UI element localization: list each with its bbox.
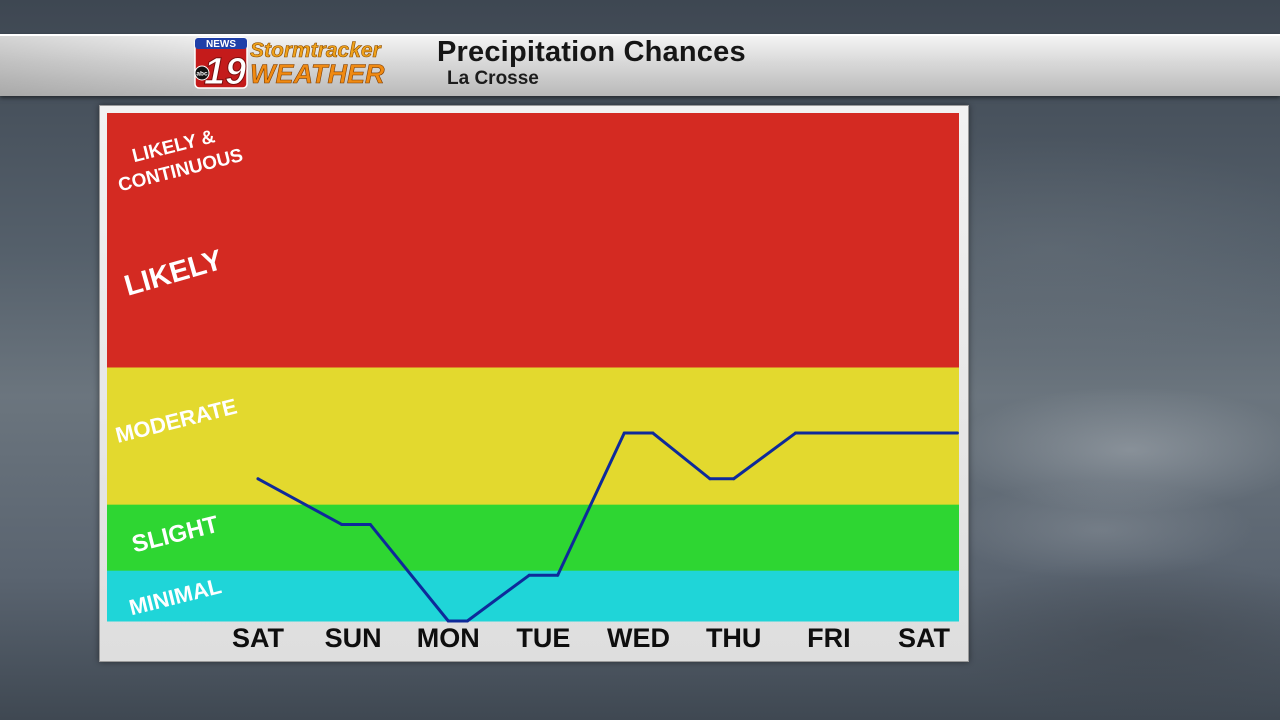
data-point: [446, 619, 450, 623]
band-moderate: [107, 367, 959, 505]
logo-channel: 19: [204, 51, 246, 90]
series-line-0: [256, 431, 959, 623]
data-point: [368, 522, 372, 526]
x-tick-label-sun: SUN: [324, 623, 382, 653]
page-title: Precipitation Chances: [437, 36, 746, 68]
x-tick-label-tue: TUE: [516, 623, 571, 653]
data-point: [527, 573, 531, 577]
data-point: [340, 522, 344, 526]
station-logo: NEWS 19 abc Stormtracker WEATHER: [194, 37, 385, 90]
logo-news-strip: [195, 38, 247, 49]
data-point: [708, 477, 712, 481]
logo-news: NEWS: [206, 39, 236, 50]
x-tick-label-wed: WED: [607, 623, 671, 653]
x-tick-label-sat: SAT: [897, 623, 950, 653]
location-subtitle: La Crosse: [447, 68, 539, 89]
band-likely-continuous: [107, 113, 959, 144]
abc-badge: [194, 65, 210, 81]
data-point: [794, 431, 798, 435]
logo-brand-bottom: WEATHER: [250, 59, 385, 89]
data-point: [732, 477, 736, 481]
x-tick-label-thu: THU: [705, 623, 762, 653]
data-point: [827, 431, 831, 435]
band-slight: [107, 504, 959, 571]
data-point: [622, 431, 626, 435]
data-point: [465, 619, 469, 623]
data-point: [955, 431, 959, 435]
series-layer: [256, 431, 959, 623]
data-point: [256, 477, 260, 481]
band-layer: [107, 113, 959, 622]
logo-network: abc: [196, 71, 208, 78]
band-minimal: [107, 570, 959, 622]
x-tick-label-sat: SAT: [232, 623, 284, 653]
x-tick-label-mon: MON: [416, 623, 480, 653]
band-likely: [107, 143, 959, 368]
data-point: [556, 573, 560, 577]
x-tick-label-fri: FRI: [807, 623, 851, 653]
data-point: [651, 431, 655, 435]
logo-brand-top: Stormtracker: [250, 39, 383, 62]
